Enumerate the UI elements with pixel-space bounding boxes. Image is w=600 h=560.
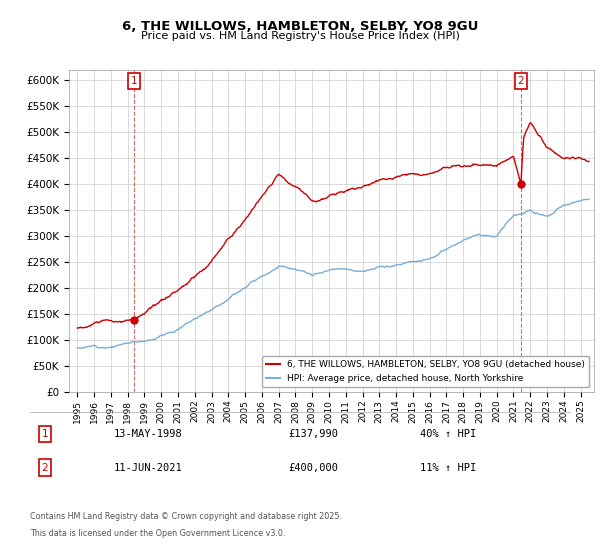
Text: 1: 1 (41, 429, 49, 439)
Text: 11-JUN-2021: 11-JUN-2021 (114, 463, 183, 473)
Text: 11% ↑ HPI: 11% ↑ HPI (420, 463, 476, 473)
Text: 40% ↑ HPI: 40% ↑ HPI (420, 429, 476, 439)
Text: £400,000: £400,000 (288, 463, 338, 473)
Text: £137,990: £137,990 (288, 429, 338, 439)
Text: 2: 2 (41, 463, 49, 473)
Text: 6, THE WILLOWS, HAMBLETON, SELBY, YO8 9GU: 6, THE WILLOWS, HAMBLETON, SELBY, YO8 9G… (122, 20, 478, 32)
Text: Price paid vs. HM Land Registry's House Price Index (HPI): Price paid vs. HM Land Registry's House … (140, 31, 460, 41)
Text: This data is licensed under the Open Government Licence v3.0.: This data is licensed under the Open Gov… (30, 529, 286, 538)
Text: Contains HM Land Registry data © Crown copyright and database right 2025.: Contains HM Land Registry data © Crown c… (30, 512, 342, 521)
Text: 2: 2 (518, 76, 524, 86)
Legend: 6, THE WILLOWS, HAMBLETON, SELBY, YO8 9GU (detached house), HPI: Average price, : 6, THE WILLOWS, HAMBLETON, SELBY, YO8 9G… (262, 356, 589, 388)
Text: 13-MAY-1998: 13-MAY-1998 (114, 429, 183, 439)
Text: 1: 1 (130, 76, 137, 86)
